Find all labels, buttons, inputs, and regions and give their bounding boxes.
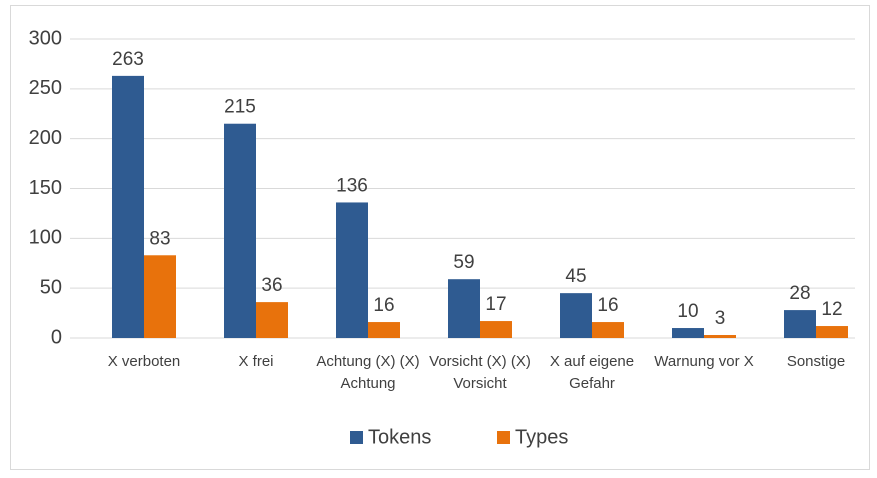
data-label: 45 [565,266,586,287]
x-tick-label: Vorsicht (X) (X) Vorsicht [429,353,531,392]
bar [480,321,512,338]
y-tick-label: 0 [51,326,62,348]
x-tick-label: X verboten [108,353,181,370]
y-tick-label: 100 [29,227,62,249]
bar [448,279,480,338]
bar [224,123,256,338]
bar [368,322,400,338]
y-tick-label: 250 [29,77,62,99]
y-tick-label: 200 [29,127,62,149]
data-label: 3 [715,308,726,329]
bar [816,326,848,338]
x-tick-label: Achtung (X) (X) Achtung [316,353,419,392]
y-tick-label: 50 [40,276,62,298]
x-tick-label-line: X verboten [108,353,181,370]
x-tick-label-line: Vorsicht (X) (X) [429,353,531,370]
data-label: 263 [112,49,144,70]
data-label: 17 [485,294,506,315]
legend-swatch [350,431,363,444]
x-tick-label: Warnung vor X [654,353,754,370]
bar [336,202,368,338]
data-label: 215 [224,97,256,118]
data-label: 12 [821,299,842,320]
x-tick-label: Sonstige [787,353,845,370]
chart-frame [10,5,870,470]
data-label: 16 [373,295,394,316]
data-label: 59 [453,252,474,273]
bar [672,328,704,338]
data-label: 36 [261,275,282,296]
y-tick-label: 300 [29,27,62,49]
bar [144,255,176,338]
data-label: 10 [677,301,698,322]
data-label: 28 [789,283,810,304]
data-label: 16 [597,295,618,316]
data-label: 136 [336,175,368,196]
legend-swatch [497,431,510,444]
data-label: 83 [149,228,170,249]
x-tick-label-line: Gefahr [569,375,615,392]
x-tick-label: X auf eigene Gefahr [550,353,634,392]
legend-label: Tokens [368,426,431,448]
x-tick-label-line: Vorsicht [453,375,507,392]
x-tick-label-line: Warnung vor X [654,353,754,370]
x-tick-label-line: X frei [238,353,273,370]
bar [704,335,736,338]
bar [256,302,288,338]
x-tick-label-line: Achtung [340,375,395,392]
y-tick-label: 150 [29,177,62,199]
bar [592,322,624,338]
bar [112,75,144,339]
x-tick-label-line: Sonstige [787,353,845,370]
x-tick-label-line: X auf eigene [550,353,634,370]
bar [784,310,816,338]
x-tick-label-line: Achtung (X) (X) [316,353,419,370]
bar [560,293,592,338]
x-tick-label: X frei [238,353,273,370]
legend-label: Types [515,426,568,448]
